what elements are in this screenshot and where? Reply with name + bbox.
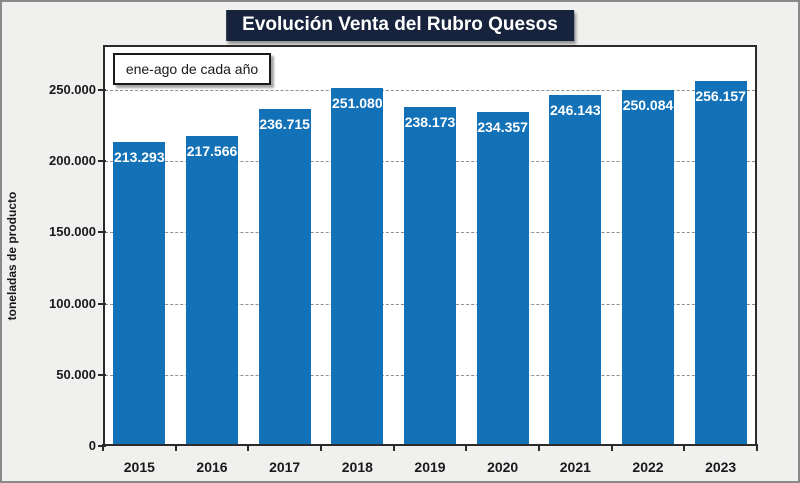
y-tick-mark xyxy=(98,373,106,376)
bar xyxy=(331,88,384,444)
gridline xyxy=(105,90,755,91)
x-tick-mark xyxy=(756,444,758,451)
bar xyxy=(258,108,311,444)
y-tick-mark xyxy=(98,89,106,91)
x-tick-mark xyxy=(320,444,322,451)
x-tick-mark xyxy=(247,444,250,451)
y-tick-label: 250.000 xyxy=(49,82,96,97)
bar xyxy=(694,81,747,444)
y-tick-mark xyxy=(98,160,106,163)
x-tick-label: 2015 xyxy=(123,459,155,475)
x-tick-label: 2021 xyxy=(559,459,591,475)
bar-value-label: 251.080 xyxy=(332,95,383,112)
y-tick-label: 100.000 xyxy=(49,295,96,311)
x-tick-label: 2019 xyxy=(414,459,446,475)
x-tick-mark xyxy=(102,444,104,451)
bar-value-label: 238.173 xyxy=(404,113,456,130)
bar xyxy=(476,112,529,444)
annotation-box: ene-ago de cada año xyxy=(113,53,271,85)
x-tick-mark xyxy=(610,444,613,451)
bar xyxy=(549,95,602,444)
y-tick-mark xyxy=(98,302,106,305)
chart-title: Evolución Venta del Rubro Quesos xyxy=(226,10,574,41)
x-tick-mark xyxy=(683,444,686,451)
x-tick-label: 2020 xyxy=(487,459,519,475)
x-tick-label: 2023 xyxy=(705,459,737,475)
x-tick-label: 2017 xyxy=(269,459,301,475)
x-tick-mark xyxy=(538,444,540,451)
y-tick-label: 50.000 xyxy=(56,366,96,382)
x-tick-mark xyxy=(174,444,177,451)
bar-value-label: 256.157 xyxy=(695,88,746,105)
bar-value-label: 250.084 xyxy=(622,96,674,113)
bar xyxy=(186,136,238,444)
y-axis-title: toneladas de producto xyxy=(5,191,19,321)
y-tick-label: 0 xyxy=(88,438,96,453)
x-tick-label: 2018 xyxy=(341,459,373,475)
bar-value-label: 236.715 xyxy=(259,115,310,132)
x-tick-mark xyxy=(392,444,395,451)
bar-value-label: 234.357 xyxy=(477,119,528,136)
y-tick-mark xyxy=(98,231,106,234)
bar-value-label: 213.293 xyxy=(114,149,165,166)
bar xyxy=(622,89,674,444)
bar xyxy=(113,142,166,444)
bar-value-label: 217.566 xyxy=(186,143,238,160)
x-tick-label: 2022 xyxy=(632,459,664,475)
y-tick-label: 150.000 xyxy=(49,224,96,240)
bar-value-label: 246.143 xyxy=(550,102,601,119)
x-tick-mark xyxy=(465,444,468,451)
bar xyxy=(404,106,456,444)
y-tick-label: 200.000 xyxy=(49,153,96,169)
x-tick-label: 2016 xyxy=(196,459,228,475)
